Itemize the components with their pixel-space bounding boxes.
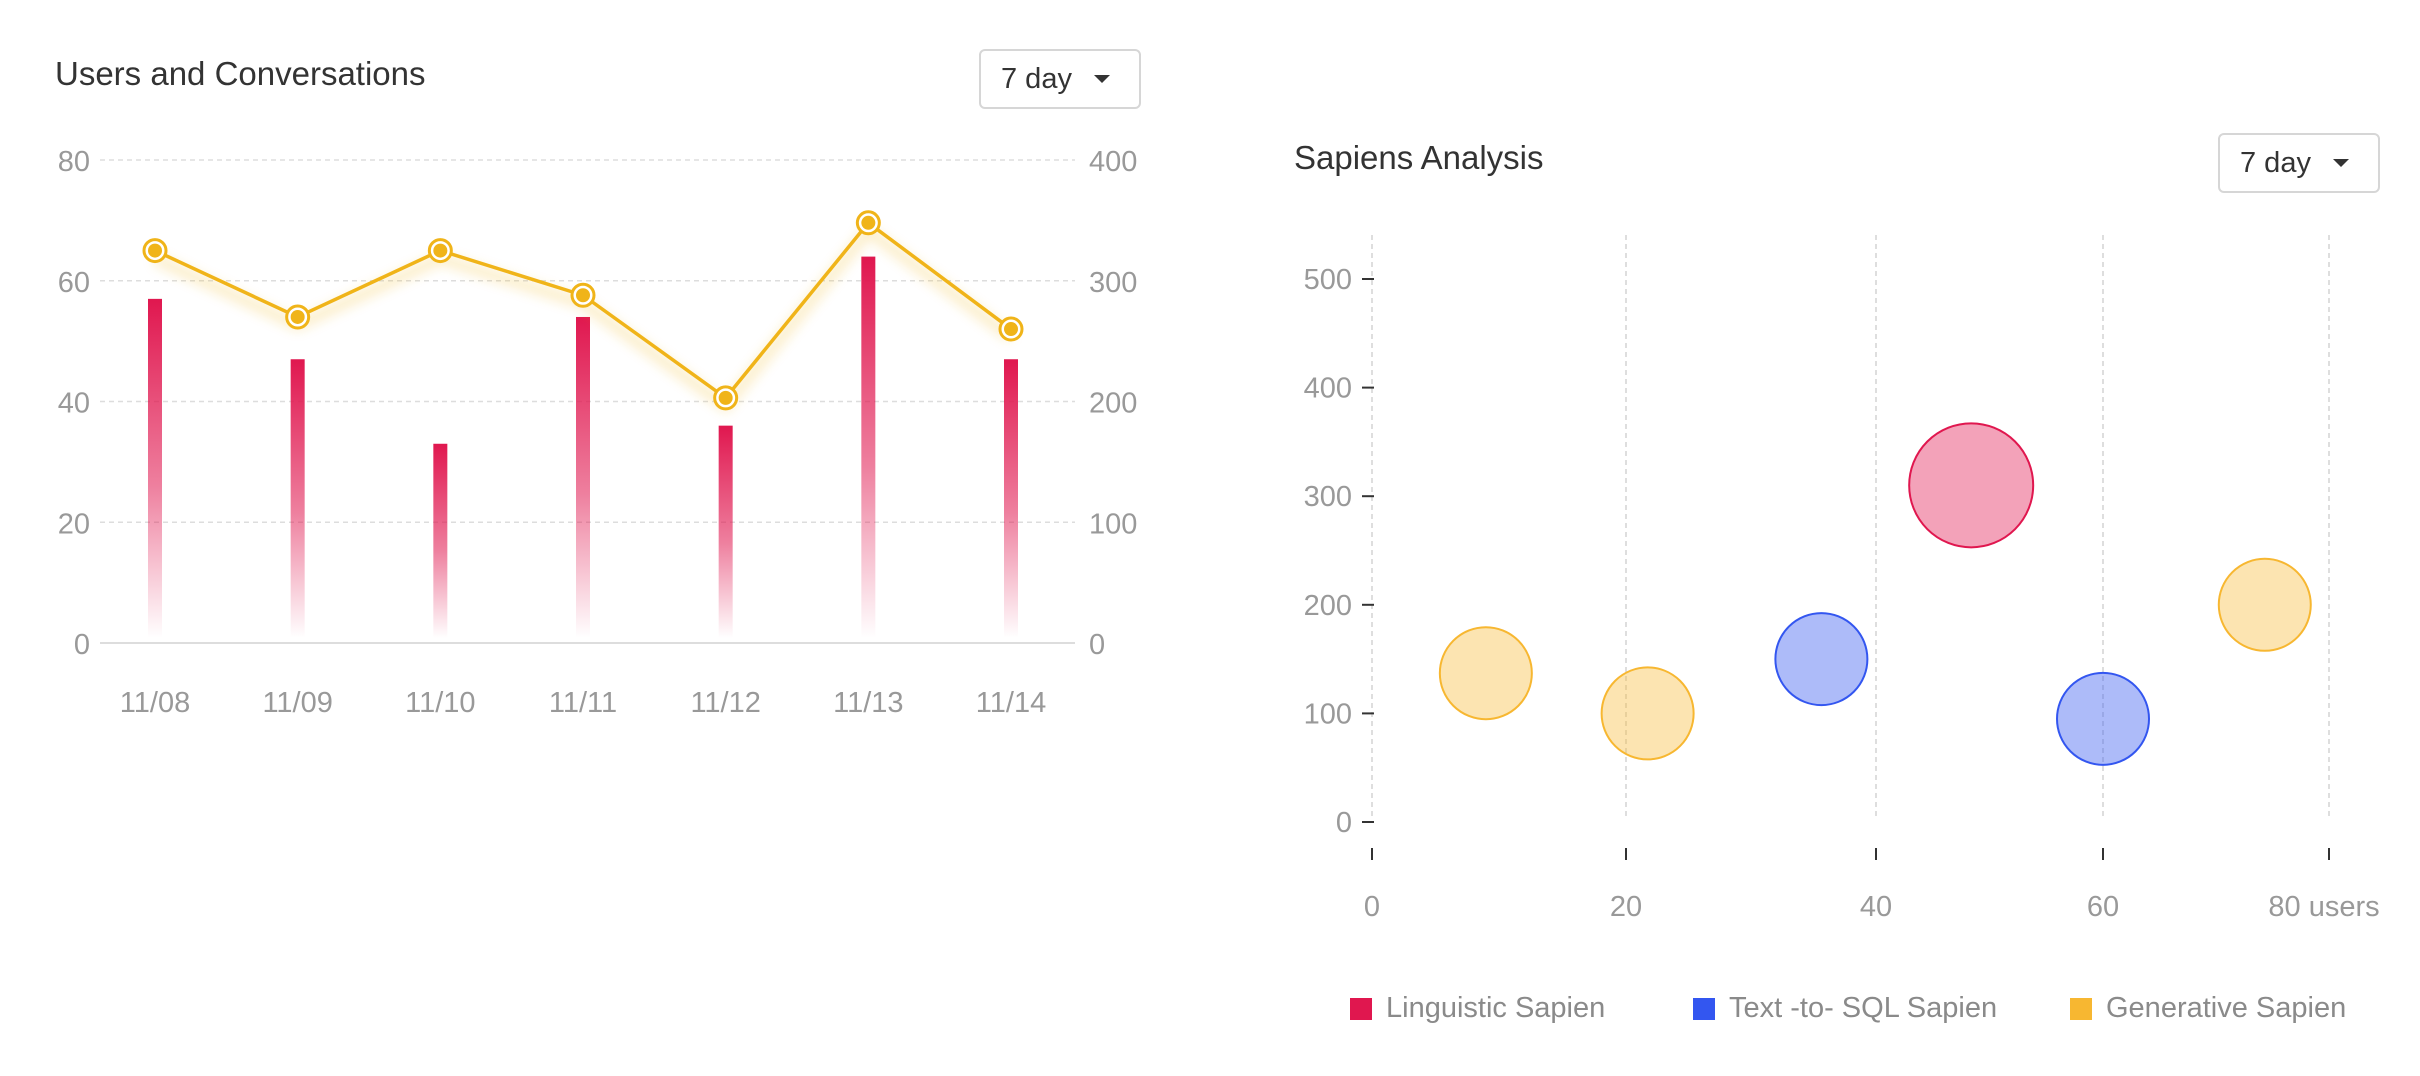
left-y-tick-label: 80 <box>58 146 90 178</box>
x-tick-label: 80 users <box>2268 891 2379 923</box>
bubble <box>2056 671 2150 766</box>
x-tick-label: 11/10 <box>405 687 475 719</box>
bar <box>290 359 305 638</box>
users-conversations-range-label: 7 day <box>1001 62 1072 95</box>
legend-item[interactable]: Text -to- SQL Sapien <box>1693 992 1997 1025</box>
x-tick-label: 11/09 <box>262 687 332 719</box>
line-point-core <box>1004 322 1018 337</box>
x-tick-label: 11/08 <box>120 687 190 719</box>
users-conversations-chart: 0 20 40 60 80 0 100 200 300 400 11/08 11/09 11/10 11… <box>58 146 1138 719</box>
y-tick-label: 0 <box>1336 807 1352 839</box>
x-tick-label: 11/14 <box>976 687 1046 719</box>
right-y-tick-label: 100 <box>1089 508 1137 540</box>
sapiens-legend: Linguistic Sapien Text -to- SQL Sapien Gen… <box>1350 992 2400 1032</box>
bar <box>718 425 733 638</box>
users-conversations-range-dropdown[interactable]: 7 day <box>979 49 1141 109</box>
legend-item[interactable]: Generative Sapien <box>2070 992 2346 1025</box>
line-point-core <box>861 215 876 230</box>
bubble <box>1600 666 1695 761</box>
bubble <box>1438 626 1533 721</box>
legend-swatch <box>2070 997 2092 1020</box>
y-tick-label: 300 <box>1304 481 1352 513</box>
x-tick-label: 11/12 <box>690 687 760 719</box>
sapiens-analysis-range-dropdown[interactable]: 7 day <box>2218 133 2380 193</box>
bar <box>148 298 162 638</box>
right-y-tick-label: 200 <box>1089 388 1137 420</box>
bar <box>433 443 448 638</box>
left-y-tick-label: 0 <box>74 629 90 661</box>
bar <box>1004 359 1018 638</box>
x-tick-label: 20 <box>1610 891 1642 923</box>
right-y-tick-label: 400 <box>1089 146 1137 178</box>
right-y-tick-label: 0 <box>1089 629 1105 661</box>
bar <box>861 256 876 638</box>
users-conversations-panel: Users and Conversations 7 day 0 20 40 60 80 0… <box>0 0 1200 800</box>
sapiens-analysis-title: Sapiens Analysis <box>1294 139 1544 176</box>
y-tick-label: 400 <box>1304 373 1352 405</box>
line-point-core <box>148 243 162 258</box>
sapiens-analysis-panel: Sapiens Analysis 7 day 0 20 40 60 80 users 0 1… <box>1200 0 2420 1076</box>
x-tick-label: 40 <box>1860 891 1892 923</box>
line-point-core <box>718 390 733 405</box>
legend-swatch <box>1350 997 1372 1020</box>
legend-label: Linguistic Sapien <box>1386 992 1606 1024</box>
bar <box>576 316 590 638</box>
right-y-tick-label: 300 <box>1089 267 1137 299</box>
bubble <box>1908 422 2035 549</box>
y-tick-label: 200 <box>1304 590 1352 622</box>
chevron-down-icon <box>1093 75 1110 83</box>
x-tick-label: 60 <box>2087 891 2119 923</box>
left-y-tick-label: 60 <box>58 267 90 299</box>
y-tick-label: 500 <box>1304 264 1352 296</box>
line-point-core <box>290 309 305 324</box>
legend-item[interactable]: Linguistic Sapien <box>1350 992 1605 1025</box>
line-point-core <box>576 288 590 303</box>
left-y-tick-label: 20 <box>58 508 90 540</box>
legend-label: Text -to- SQL Sapien <box>1729 992 1998 1024</box>
users-conversations-title: Users and Conversations <box>55 55 426 92</box>
bubble <box>2217 557 2312 652</box>
x-tick-label: 11/11 <box>549 687 617 719</box>
y-tick-label: 100 <box>1304 698 1352 730</box>
bubble <box>1774 612 1869 707</box>
legend-swatch <box>1693 997 1715 1020</box>
x-tick-label: 11/13 <box>833 687 903 719</box>
legend-label: Generative Sapien <box>2106 992 2347 1024</box>
chevron-down-icon <box>2332 159 2349 167</box>
sapiens-analysis-range-label: 7 day <box>2240 146 2311 179</box>
x-tick-label: 0 <box>1364 891 1380 923</box>
line-point-core <box>433 243 448 258</box>
sapiens-analysis-chart: 0 20 40 60 80 users 0 100 200 300 400 500 <box>1304 235 2380 923</box>
left-y-tick-label: 40 <box>58 388 90 420</box>
